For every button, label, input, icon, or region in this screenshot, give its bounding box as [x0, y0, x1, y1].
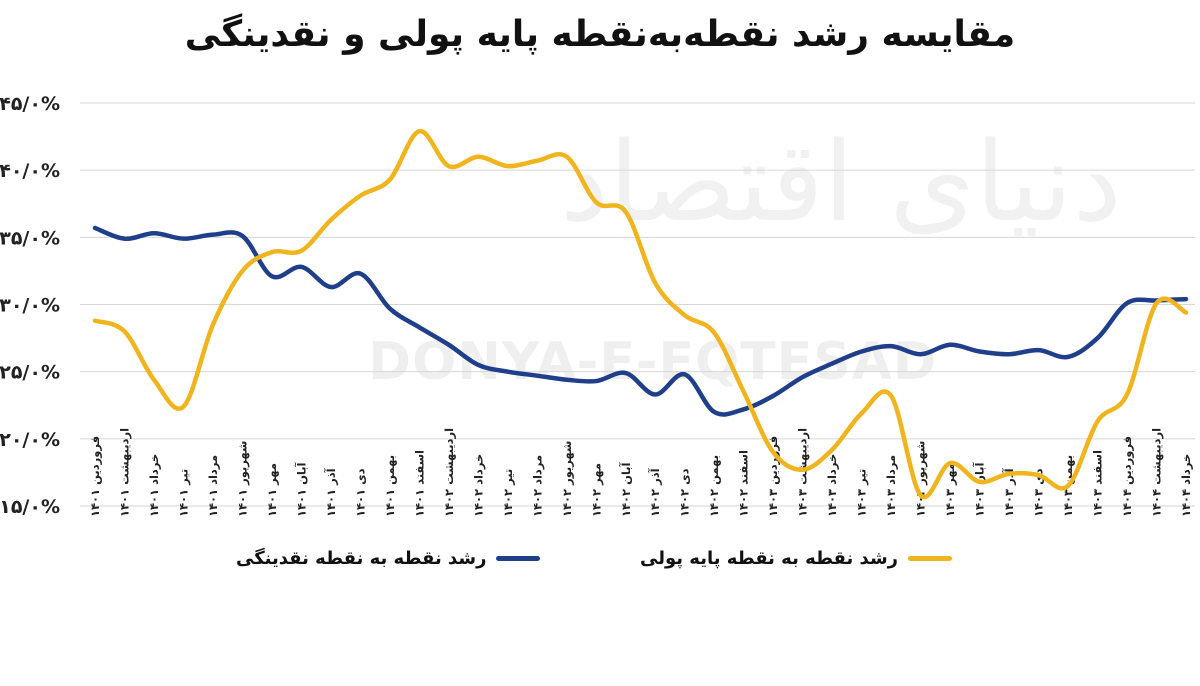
x-tick-label: خرداد ۱۴۰۴	[1179, 454, 1193, 517]
series-lines	[92, 128, 1189, 500]
x-tick-label: مرداد ۱۴۰۲	[530, 455, 544, 517]
legend-label-monetary-base: رشد نقطه به نقطه پایه پولی	[640, 548, 899, 569]
x-tick-label: آبان ۱۴۰۲	[619, 461, 633, 517]
x-tick-label: دی ۱۴۰۱	[353, 468, 367, 517]
x-axis-ticks: فروردین ۱۴۰۱ اردیبهشت ۱۴۰۱ خرداد ۱۴۰۱ تیر ۱…	[88, 428, 1193, 517]
x-tick-label: آذر ۱۴۰۳	[1002, 467, 1016, 517]
x-tick-label: آذر ۱۴۰۲	[648, 467, 662, 517]
x-tick-label: اردیبهشت ۱۴۰۱	[117, 428, 131, 517]
legend-swatch-monetary-base	[908, 556, 953, 561]
watermark-logo: دنیای اقتصاد	[560, 118, 1122, 246]
x-tick-label: دی ۱۴۰۲	[678, 468, 692, 517]
x-tick-label: فروردین ۱۴۰۴	[1120, 436, 1135, 517]
x-tick-label: مرداد ۱۴۰۳	[884, 455, 898, 517]
x-tick-label: مهر ۱۴۰۲	[589, 463, 603, 517]
x-tick-label: خرداد ۱۴۰۳	[825, 454, 839, 517]
y-tick-label: ۴۰/۰%	[0, 160, 60, 182]
x-tick-label: اردیبهشت ۱۴۰۲	[442, 428, 456, 517]
x-tick-label: فروردین ۱۴۰۱	[88, 436, 103, 517]
legend-swatch-liquidity	[496, 556, 541, 561]
y-tick-label: ۲۰/۰%	[0, 429, 60, 451]
y-tick-label: ۴۵/۰%	[0, 93, 60, 115]
series-line-monetary-base	[92, 128, 1189, 500]
x-tick-label: مهر ۱۴۰۱	[265, 463, 279, 517]
legend-item-monetary-base: رشد نقطه به نقطه پایه پولی	[640, 548, 953, 569]
x-tick-label: اردیبهشت ۱۴۰۴	[1150, 428, 1164, 517]
watermark-text: DONYA-E-EQTESAD	[368, 332, 938, 392]
chart-title: مقایسه رشد نقطه‌به‌نقطه پایه پولی و نقدی…	[184, 14, 1016, 55]
x-tick-label: دی ۱۴۰۳	[1032, 468, 1046, 517]
x-tick-label: مرداد ۱۴۰۱	[206, 455, 220, 517]
x-tick-label: اسفند ۱۴۰۲	[737, 450, 751, 517]
x-tick-label: اسفند ۱۴۰۳	[1091, 450, 1105, 517]
x-tick-label: شهریور ۱۴۰۲	[560, 441, 575, 517]
x-tick-label: مهر ۱۴۰۳	[943, 463, 957, 517]
y-tick-label: ۱۵/۰%	[0, 496, 60, 518]
x-tick-label: اردیبهشت ۱۴۰۳	[796, 428, 810, 517]
x-tick-label: خرداد ۱۴۰۲	[471, 454, 485, 517]
x-tick-label: اسفند ۱۴۰۱	[412, 450, 426, 517]
y-tick-label: ۳۵/۰%	[0, 227, 60, 249]
x-tick-label: بهمن ۱۴۰۱	[383, 455, 397, 517]
x-tick-label: تیر ۱۴۰۳	[855, 469, 869, 517]
series-line-liquidity	[92, 225, 1189, 417]
x-tick-label: آذر ۱۴۰۱	[324, 467, 338, 517]
x-tick-label: تیر ۱۴۰۲	[501, 469, 515, 517]
x-tick-label: بهمن ۱۴۰۲	[707, 455, 721, 517]
legend-label-liquidity: رشد نقطه به نقطه نقدینگی	[236, 548, 487, 569]
x-tick-label: تیر ۱۴۰۱	[176, 469, 190, 517]
x-tick-label: آبان ۱۴۰۳	[973, 461, 987, 517]
y-tick-label: ۲۵/۰%	[0, 362, 60, 384]
y-tick-label: ۳۰/۰%	[0, 295, 60, 317]
x-tick-label: شهریور ۱۴۰۱	[235, 441, 250, 517]
legend-item-liquidity: رشد نقطه به نقطه نقدینگی	[236, 548, 541, 569]
x-tick-label: آبان ۱۴۰۱	[294, 461, 308, 517]
y-axis-ticks: ۱۵/۰% ۲۰/۰% ۲۵/۰% ۳۰/۰% ۳۵/۰% ۴۰/۰% ۴۵/۰%	[0, 93, 60, 518]
x-tick-label: خرداد ۱۴۰۱	[147, 454, 161, 517]
